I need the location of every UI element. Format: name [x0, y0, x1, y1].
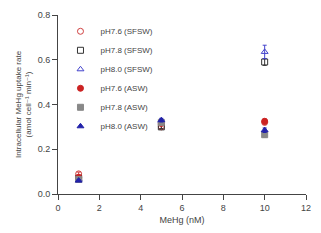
- svg-text:pH7.6 (ASW): pH7.6 (ASW): [100, 84, 147, 93]
- svg-text:pH8.0 (SFSW): pH8.0 (SFSW): [100, 65, 152, 74]
- svg-text:0.4: 0.4: [38, 100, 51, 110]
- svg-text:4: 4: [138, 203, 143, 213]
- svg-text:MeHg (nM): MeHg (nM): [159, 215, 204, 225]
- svg-text:6: 6: [179, 203, 184, 213]
- svg-text:0.2: 0.2: [38, 144, 51, 154]
- svg-text:pH7.8 (SFSW): pH7.8 (SFSW): [100, 46, 152, 55]
- svg-text:10: 10: [260, 203, 270, 213]
- svg-text:8: 8: [221, 203, 226, 213]
- svg-text:pH7.8 (ASW): pH7.8 (ASW): [100, 103, 147, 112]
- svg-text:pH8.0 (ASW): pH8.0 (ASW): [100, 122, 147, 131]
- svg-text:0.6: 0.6: [38, 55, 51, 65]
- svg-text:pH7.6 (SFSW): pH7.6 (SFSW): [100, 27, 152, 36]
- svg-text:Intracellular MeHg uptake rate: Intracellular MeHg uptake rate(amol cell…: [14, 50, 33, 158]
- svg-text:0: 0: [55, 203, 60, 213]
- svg-text:0.0: 0.0: [38, 189, 51, 199]
- svg-text:0.8: 0.8: [38, 10, 51, 20]
- svg-text:2: 2: [97, 203, 102, 213]
- svg-text:12: 12: [301, 203, 311, 213]
